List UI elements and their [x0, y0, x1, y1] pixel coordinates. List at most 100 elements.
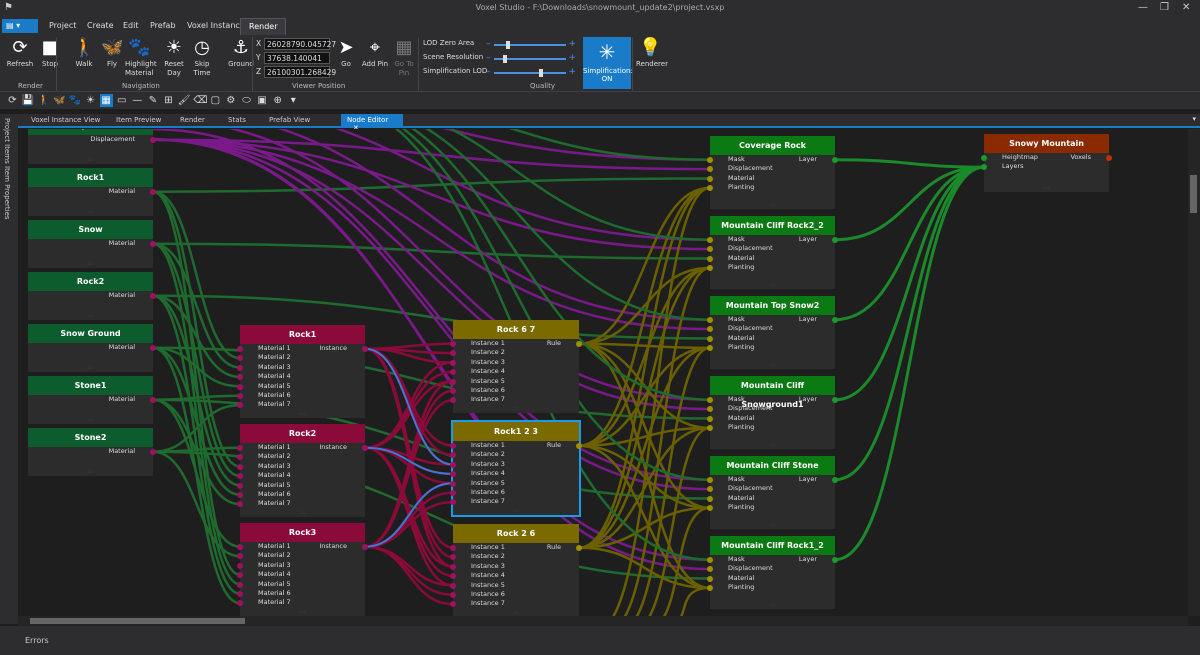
slider-thumb[interactable]: [538, 69, 543, 77]
input-pin[interactable]: [450, 499, 456, 506]
eraser-icon[interactable]: ⌫: [193, 95, 208, 106]
resize-grip[interactable]: ∴∴: [512, 405, 520, 412]
input-pin[interactable]: [237, 553, 243, 560]
input-pin[interactable]: [707, 157, 713, 163]
input-pin[interactable]: [707, 477, 713, 483]
node-snow[interactable]: Snow Material ∴∴: [28, 220, 156, 269]
output-pin[interactable]: [150, 241, 156, 247]
menu-project[interactable]: Project: [49, 21, 77, 30]
input-pin[interactable]: [981, 155, 987, 161]
walk-icon[interactable]: 🚶: [37, 95, 50, 106]
input-pin[interactable]: [450, 582, 456, 589]
input-pin[interactable]: [981, 164, 987, 171]
input-pin[interactable]: [707, 486, 713, 493]
input-pin[interactable]: [707, 335, 713, 342]
resize-grip[interactable]: ∴∴: [87, 365, 94, 372]
restore-icon[interactable]: ❐: [1160, 2, 1169, 13]
input-pin[interactable]: [450, 443, 456, 449]
output-pin[interactable]: [150, 293, 156, 299]
node-rock1[interactable]: Rock1 Material 1 Instance Material 2 Materia…: [237, 325, 368, 418]
node-mountain-top-snow2[interactable]: Mountain Top Snow2 Mask Layer Displacement M…: [707, 296, 838, 369]
resize-grip[interactable]: ∴∴: [769, 601, 776, 608]
slider-thumb[interactable]: [506, 41, 511, 49]
node-rock-2-6[interactable]: Rock 2 6 Instance 1 Rule Instance 2 Instance…: [450, 524, 582, 616]
node-stone1[interactable]: Stone1 Material ∴∴: [28, 376, 156, 425]
input-pin[interactable]: [237, 463, 243, 470]
input-pin[interactable]: [707, 397, 713, 403]
node-editor-canvas[interactable]: Cliff Displacement2Displacement∴∴Rock1Ma…: [18, 129, 1188, 616]
coord-z-input[interactable]: 26100301.268429: [264, 66, 336, 78]
resize-grip[interactable]: ∴∴: [769, 201, 776, 208]
node-rock2[interactable]: Rock2 Material 1 Instance Material 2 Materia…: [237, 424, 368, 517]
input-pin[interactable]: [707, 345, 713, 352]
output-pin[interactable]: [832, 237, 838, 243]
side-tab-project-items[interactable]: Project Items: [3, 118, 11, 164]
input-pin[interactable]: [450, 471, 456, 478]
input-pin[interactable]: [450, 452, 456, 459]
output-pin[interactable]: [1106, 155, 1112, 161]
input-pin[interactable]: [450, 489, 456, 496]
menu-prefab[interactable]: Prefab: [150, 21, 176, 30]
resize-grip[interactable]: ∴∴: [769, 521, 776, 528]
output-pin[interactable]: [150, 137, 156, 143]
tab-stats[interactable]: Stats: [228, 116, 246, 124]
resize-grip[interactable]: ∴∴: [87, 157, 94, 164]
input-pin[interactable]: [237, 600, 243, 607]
brush-icon[interactable]: 🖌: [177, 95, 191, 106]
resize-grip[interactable]: ∴∴: [87, 417, 94, 424]
input-pin[interactable]: [450, 563, 456, 570]
close-icon[interactable]: ✕: [1182, 2, 1191, 13]
node-rock2[interactable]: Rock2 Material ∴∴: [28, 272, 156, 321]
input-pin[interactable]: [707, 185, 713, 192]
resize-grip[interactable]: ∴∴: [87, 313, 94, 320]
scene-resolution-slider[interactable]: – +: [486, 53, 576, 63]
resize-grip[interactable]: ∴∴: [87, 261, 94, 268]
node-rock1-2-3[interactable]: Rock1 2 3 Instance 1 Rule Instance 2 Instanc…: [450, 420, 582, 517]
input-pin[interactable]: [707, 495, 713, 502]
reset-day-button[interactable]: ☀ Reset Day: [164, 37, 184, 77]
menu-render[interactable]: Render: [240, 18, 287, 35]
pin-icon[interactable]: ⊕: [273, 95, 282, 106]
grid-icon[interactable]: ▦: [99, 94, 113, 107]
input-pin[interactable]: [237, 445, 243, 451]
input-pin[interactable]: [237, 501, 243, 508]
input-pin[interactable]: [450, 359, 456, 366]
output-pin[interactable]: [576, 443, 582, 449]
dropdown-icon[interactable]: ▾: [290, 95, 296, 106]
tab-item-preview[interactable]: Item Preview: [116, 116, 162, 124]
tab-node-editor[interactable]: Node Editor ✕: [341, 114, 403, 132]
input-pin[interactable]: [450, 480, 456, 487]
input-pin[interactable]: [707, 166, 713, 173]
go-button[interactable]: ➤ Go: [332, 35, 360, 69]
input-pin[interactable]: [450, 601, 456, 608]
node-snowy-mountain[interactable]: Snowy Mountain Heightmap Voxels Layers ∴∴: [981, 134, 1112, 192]
input-pin[interactable]: [450, 573, 456, 580]
input-pin[interactable]: [707, 237, 713, 243]
input-pin[interactable]: [237, 572, 243, 579]
input-pin[interactable]: [707, 425, 713, 432]
ground-button[interactable]: ⚓ Ground: [228, 37, 254, 68]
input-pin[interactable]: [450, 378, 456, 385]
side-tab-item-properties[interactable]: Item Properties: [3, 166, 11, 220]
fly-icon[interactable]: 🦋: [53, 95, 66, 106]
resize-grip[interactable]: ∴∴: [769, 361, 776, 368]
slider-thumb[interactable]: [502, 55, 507, 63]
simplification-toggle[interactable]: ✳ Simplification: ON: [583, 37, 633, 89]
tab-voxel-instance-view[interactable]: Voxel Instance View: [31, 116, 101, 124]
node-mountain-cliff-rock2-2[interactable]: Mountain Cliff Rock2_2 Mask Layer Displacem…: [707, 216, 838, 289]
input-pin[interactable]: [237, 473, 243, 480]
node-mountain-cliff-stone[interactable]: Mountain Cliff Stone Mask Layer Displacemen…: [707, 456, 838, 529]
input-pin[interactable]: [707, 246, 713, 253]
node-rock-6-7[interactable]: Rock 6 7 Instance 1 Rule Instance 2 Instance…: [450, 320, 582, 413]
output-pin[interactable]: [576, 341, 582, 347]
resize-grip[interactable]: ∴∴: [512, 507, 520, 514]
input-pin[interactable]: [707, 505, 713, 512]
input-pin[interactable]: [450, 461, 456, 468]
output-pin[interactable]: [362, 346, 368, 352]
output-pin[interactable]: [832, 317, 838, 323]
blob-icon[interactable]: ⬭: [242, 95, 251, 106]
input-pin[interactable]: [450, 341, 456, 347]
paw-icon[interactable]: 🐾: [68, 95, 82, 106]
fly-button[interactable]: 🦋 Fly: [101, 37, 124, 68]
output-pin[interactable]: [362, 544, 368, 550]
